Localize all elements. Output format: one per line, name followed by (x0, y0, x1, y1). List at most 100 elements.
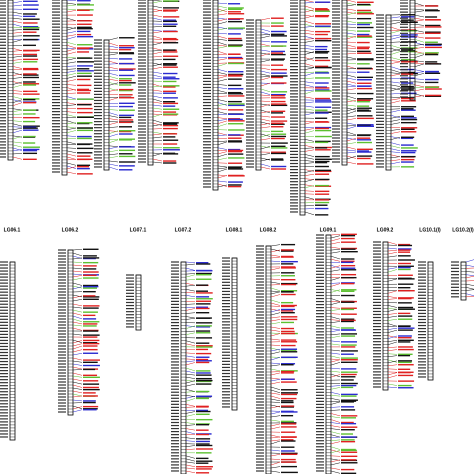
connector (66, 75, 77, 79)
connector (346, 155, 357, 159)
marker-label (196, 306, 209, 308)
position-label (94, 154, 102, 156)
connector (330, 289, 341, 292)
connector (217, 38, 228, 41)
connector (270, 260, 281, 262)
marker-label (163, 92, 176, 94)
connector (108, 57, 119, 60)
marker-label (315, 158, 332, 160)
connector (346, 26, 357, 28)
connector (108, 73, 119, 76)
position-label (290, 66, 298, 68)
marker-label (398, 387, 414, 389)
position-label (58, 345, 66, 347)
connector (72, 327, 83, 331)
marker-label (341, 250, 358, 253)
marker-label (119, 94, 133, 96)
position-label (138, 8, 146, 10)
marker-label (228, 103, 245, 105)
position-label (256, 317, 264, 319)
connector (72, 369, 83, 371)
connector (108, 166, 119, 171)
position-label (246, 61, 254, 63)
marker-label (398, 283, 414, 285)
connector (414, 52, 425, 55)
marker-label (163, 76, 176, 78)
connector (12, 99, 23, 103)
position-label (316, 258, 324, 260)
position-label (0, 108, 6, 110)
position-label (400, 38, 408, 40)
marker-label (425, 44, 442, 46)
marker-label (163, 80, 177, 83)
position-label (171, 455, 179, 457)
position-label (203, 8, 211, 10)
connector (346, 126, 357, 130)
marker-label (315, 82, 329, 84)
position-label (203, 153, 211, 155)
position-label (373, 301, 381, 304)
position-label (203, 104, 211, 107)
connector (390, 60, 401, 62)
marker-label (341, 276, 357, 279)
position-label (256, 404, 264, 406)
marker-label (341, 406, 355, 408)
marker-label (23, 74, 39, 76)
connector (66, 45, 77, 49)
connector (270, 454, 281, 457)
position-label (376, 135, 384, 138)
position-label (138, 152, 146, 154)
connector (12, 29, 23, 31)
position-label (418, 303, 426, 305)
position-label (171, 464, 179, 466)
connector (390, 148, 401, 152)
position-label (418, 334, 426, 336)
marker-label (341, 320, 354, 323)
position-label (256, 443, 264, 445)
marker-label (23, 120, 36, 123)
position-label (171, 376, 179, 378)
position-label (246, 79, 254, 81)
marker-label (23, 8, 39, 11)
marker-label (357, 35, 372, 37)
connector (330, 362, 341, 366)
marker-label (341, 401, 355, 403)
position-label (171, 370, 179, 372)
position-label (203, 14, 211, 16)
marker-label (401, 127, 418, 129)
marker-label (77, 33, 92, 36)
connector (185, 424, 196, 426)
position-label (316, 264, 324, 266)
position-label (451, 277, 459, 279)
position-label (373, 271, 381, 273)
position-label (373, 304, 381, 307)
connector (66, 156, 77, 160)
connector (12, 113, 23, 115)
marker-label (271, 64, 284, 66)
marker-label (398, 360, 413, 362)
marker-label (315, 141, 329, 144)
position-label (256, 410, 264, 412)
position-label (0, 297, 8, 299)
marker-label (398, 290, 415, 292)
connector (72, 387, 83, 390)
marker-label (281, 363, 296, 365)
position-label (376, 56, 384, 59)
position-label (58, 285, 66, 287)
connector (217, 151, 228, 155)
position-label (203, 62, 211, 64)
connector (185, 428, 196, 431)
position-label (203, 117, 211, 119)
connector (346, 35, 357, 38)
position-label (290, 135, 298, 137)
position-label (376, 29, 384, 31)
marker-label (271, 104, 288, 107)
connector (330, 238, 341, 242)
marker-label (23, 4, 39, 6)
connector (152, 29, 163, 32)
position-label (332, 89, 340, 91)
marker-label (271, 53, 286, 56)
position-label (0, 47, 6, 49)
connector (387, 341, 398, 345)
connector (390, 137, 401, 140)
